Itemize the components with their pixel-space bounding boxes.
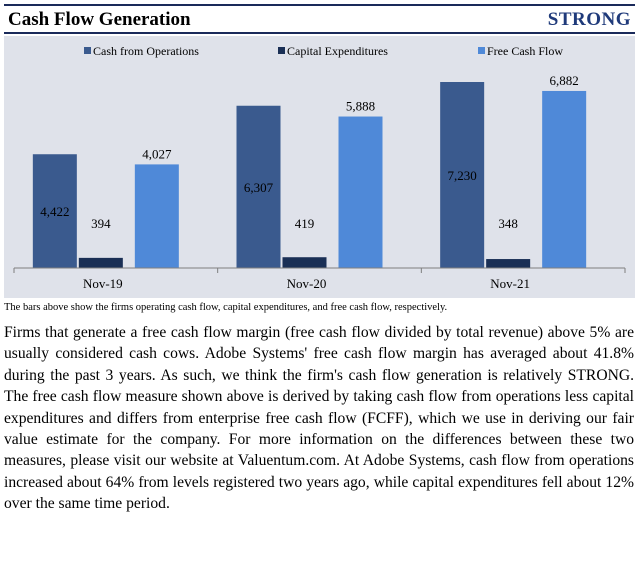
legend-swatch bbox=[478, 47, 485, 54]
legend-swatch bbox=[84, 47, 91, 54]
data-label: 6,307 bbox=[244, 180, 274, 195]
rating-badge: STRONG bbox=[547, 9, 631, 30]
legend-label: Capital Expenditures bbox=[287, 44, 388, 58]
legend-label: Cash from Operations bbox=[93, 44, 199, 58]
section-header: Cash Flow Generation STRONG bbox=[4, 4, 635, 34]
chart-caption: The bars above show the firms operating … bbox=[4, 302, 448, 313]
data-label: 394 bbox=[91, 216, 111, 231]
data-label: 4,422 bbox=[40, 204, 69, 219]
bar bbox=[32, 154, 77, 268]
bar bbox=[236, 105, 281, 268]
legend-swatch bbox=[278, 47, 285, 54]
x-tick-label: Nov-19 bbox=[83, 276, 123, 291]
data-label: 4,027 bbox=[142, 146, 172, 161]
bar bbox=[486, 259, 531, 268]
data-label: 7,230 bbox=[448, 168, 477, 183]
bar bbox=[338, 116, 383, 269]
legend-label: Free Cash Flow bbox=[487, 44, 563, 58]
bar bbox=[440, 82, 485, 268]
bar bbox=[282, 257, 327, 268]
bar bbox=[542, 90, 587, 268]
bar-chart: Cash from Operations Capital Expenditures… bbox=[13, 44, 626, 291]
data-label: 6,882 bbox=[550, 73, 579, 88]
bar bbox=[78, 257, 123, 268]
data-label: 5,888 bbox=[346, 99, 375, 114]
x-tick-label: Nov-21 bbox=[490, 276, 530, 291]
x-tick-label: Nov-20 bbox=[287, 276, 327, 291]
bar bbox=[134, 164, 179, 268]
chart-panel: Cash from Operations Capital Expenditures… bbox=[4, 36, 635, 298]
data-label: 348 bbox=[498, 216, 518, 231]
data-label: 419 bbox=[295, 216, 315, 231]
section-title: Cash Flow Generation bbox=[8, 9, 191, 30]
body-paragraph: Firms that generate a free cash flow mar… bbox=[4, 324, 634, 513]
